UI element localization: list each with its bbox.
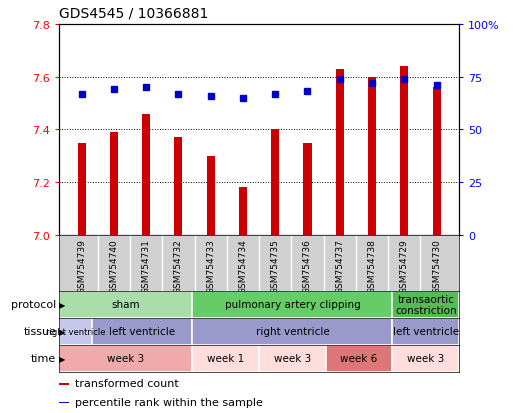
Bar	[400, 67, 408, 235]
Bar	[207, 157, 215, 235]
Text: week 1: week 1	[207, 353, 244, 363]
Text: transformed count: transformed count	[75, 378, 179, 388]
Bar	[142, 114, 150, 235]
Text: left ventricle: left ventricle	[109, 326, 175, 337]
Text: GSM754737: GSM754737	[335, 238, 344, 293]
Text: GSM754734: GSM754734	[239, 238, 247, 293]
Text: tissue: tissue	[24, 326, 56, 337]
Bar	[59, 401, 69, 403]
Text: GSM754739: GSM754739	[77, 238, 86, 293]
Bar	[368, 78, 376, 235]
Bar	[392, 318, 459, 345]
Bar	[174, 138, 183, 235]
Text: left ventricle: left ventricle	[393, 326, 459, 337]
Bar	[271, 130, 279, 235]
Bar	[59, 383, 69, 385]
Bar	[59, 318, 92, 345]
Text: GSM754732: GSM754732	[174, 238, 183, 293]
Text: week 3: week 3	[107, 353, 144, 363]
Bar	[192, 291, 392, 318]
Bar	[326, 345, 392, 372]
Bar	[92, 318, 192, 345]
Text: ▶: ▶	[58, 327, 65, 336]
Bar	[239, 188, 247, 235]
Bar	[192, 345, 259, 372]
Text: week 6: week 6	[341, 353, 378, 363]
Text: GDS4545 / 10366881: GDS4545 / 10366881	[59, 7, 208, 21]
Bar	[192, 318, 392, 345]
Bar	[392, 291, 459, 318]
Bar	[432, 88, 441, 235]
Bar	[59, 291, 192, 318]
Text: GSM754733: GSM754733	[206, 238, 215, 293]
Text: transaortic
constriction: transaortic constriction	[395, 294, 457, 316]
Text: right ventricle: right ventricle	[46, 327, 105, 336]
Text: protocol: protocol	[11, 299, 56, 310]
Bar	[303, 143, 311, 235]
Bar	[392, 345, 459, 372]
Text: pulmonary artery clipping: pulmonary artery clipping	[225, 299, 360, 310]
Text: GSM754740: GSM754740	[109, 238, 119, 293]
Text: week 3: week 3	[407, 353, 444, 363]
Bar	[110, 133, 118, 235]
Text: GSM754729: GSM754729	[400, 238, 409, 293]
Text: right ventricle: right ventricle	[255, 326, 329, 337]
Text: GSM754736: GSM754736	[303, 238, 312, 293]
Text: time: time	[31, 353, 56, 363]
Text: percentile rank within the sample: percentile rank within the sample	[75, 397, 263, 407]
Text: GSM754738: GSM754738	[367, 238, 377, 293]
Text: ▶: ▶	[58, 300, 65, 309]
Text: GSM754731: GSM754731	[142, 238, 151, 293]
Text: GSM754730: GSM754730	[432, 238, 441, 293]
Text: sham: sham	[111, 299, 140, 310]
Bar	[77, 143, 86, 235]
Bar	[259, 345, 326, 372]
Bar	[336, 69, 344, 235]
Text: ▶: ▶	[58, 354, 65, 363]
Text: week 3: week 3	[274, 353, 311, 363]
Text: GSM754735: GSM754735	[271, 238, 280, 293]
Bar	[59, 345, 192, 372]
